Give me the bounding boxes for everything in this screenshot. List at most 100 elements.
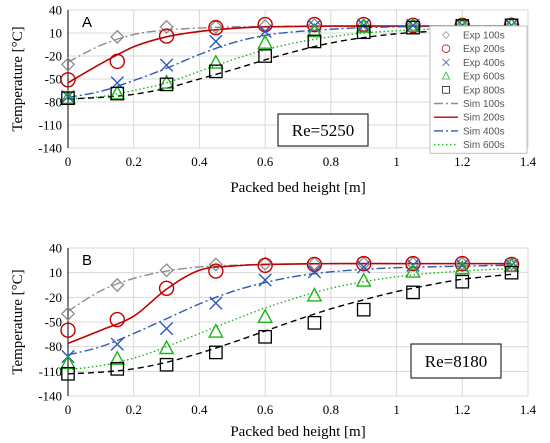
series-exp-200s: [60, 255, 520, 338]
x-tick-label: 0.6: [257, 154, 274, 169]
legend-item-exp-600s: Exp 600s: [441, 71, 505, 83]
x-tick-label: 1: [393, 402, 400, 417]
y-axis-label: Temperature [°C]: [10, 26, 26, 131]
data-point: [306, 22, 323, 38]
data-point: [109, 84, 126, 100]
legend-label: Exp 100s: [463, 31, 505, 42]
legend-item-exp-400s: Exp 400s: [442, 58, 505, 69]
legend-marker: [442, 58, 450, 67]
x-tick-label: 0.8: [323, 402, 339, 417]
data-point: [158, 74, 175, 89]
data-point: [60, 57, 76, 72]
data-point: [356, 302, 371, 317]
x-tick-label: 1.4: [520, 402, 537, 417]
data-point: [454, 255, 470, 272]
x-tick-label: 0.8: [323, 154, 339, 169]
data-point: [355, 272, 372, 287]
data-point: [110, 337, 124, 351]
y-tick-label: -20: [45, 290, 62, 305]
data-point: [208, 257, 223, 272]
panel-label: B: [82, 252, 92, 269]
series-line-sim-600s: [67, 267, 512, 371]
data-point: [405, 17, 421, 32]
gridlines: [67, 247, 529, 397]
data-point: [207, 323, 224, 338]
x-tick-label: 0.4: [191, 402, 208, 417]
legend-marker-shape: [441, 44, 451, 53]
series-line-sim-100s: [67, 25, 512, 63]
y-tick-label: 10: [49, 26, 62, 41]
legend-label: Sim 600s: [463, 140, 505, 151]
y-tick-label: -50: [45, 315, 62, 330]
x-tick-label: 0: [65, 154, 72, 169]
data-point: [109, 53, 125, 70]
data-point: [306, 16, 323, 33]
legend-marker-shape: [442, 31, 450, 39]
data-point: [60, 354, 76, 370]
reynolds-annotation: Re=5250: [292, 121, 354, 140]
legend-marker: [441, 44, 451, 53]
data-point: [61, 366, 75, 381]
data-point: [208, 19, 223, 34]
data-point: [307, 265, 322, 279]
data-point: [258, 273, 272, 287]
y-tick-label: -110: [39, 118, 62, 133]
legend-marker-shape: [442, 58, 450, 67]
y-tick-label: -140: [38, 389, 62, 404]
chart-panel-a: 0 0.2 0.4 0.6 0.8 1 1.2 1.4 40 10 -20 -50 -80 -110 -14…: [10, 3, 537, 197]
series-line-sim-100s: [67, 262, 512, 312]
x-tick-label: 1: [393, 154, 400, 169]
data-point: [504, 265, 519, 280]
data-point: [503, 257, 520, 272]
data-point: [110, 86, 125, 101]
data-point: [356, 256, 371, 271]
y-tick-label: -80: [45, 339, 62, 354]
data-point: [307, 34, 322, 49]
legend-item-exp-100s: Exp 100s: [442, 31, 505, 42]
y-axis-label: Temperature [°C]: [10, 269, 26, 374]
data-point: [110, 362, 125, 376]
y-tick-label: -140: [38, 141, 62, 156]
legend-marker-shape: [441, 71, 451, 80]
data-point: [406, 20, 420, 35]
data-point: [258, 24, 272, 39]
data-point: [356, 25, 371, 40]
panel-label: A: [82, 14, 92, 31]
legend-label: Sim 100s: [463, 99, 505, 110]
legend: Exp 100s Exp 200s Exp 400s Exp 600s Exp 800s…: [429, 25, 528, 154]
legend-label: Exp 600s: [463, 72, 505, 83]
data-point: [60, 322, 76, 338]
legend-item-sim-200s: Sim 200s: [434, 113, 505, 124]
legend-marker: [442, 31, 450, 39]
series-exp-400s: [61, 258, 519, 364]
data-point: [158, 28, 175, 44]
data-point: [60, 72, 76, 88]
series-line-sim-800s: [67, 273, 512, 375]
x-tick-label: 0.2: [126, 402, 142, 417]
x-tick-label: 1.2: [454, 154, 470, 169]
legend-item-exp-200s: Exp 200s: [441, 44, 505, 55]
data-point: [306, 287, 323, 302]
legend-label: Exp 800s: [463, 85, 505, 96]
y-tick-label: -50: [45, 72, 62, 87]
x-tick-label: 0.4: [191, 154, 208, 169]
data-point: [158, 280, 175, 296]
data-point: [208, 263, 224, 279]
data-point: [109, 311, 125, 328]
reynolds-annotation: Re=8180: [425, 352, 487, 371]
data-point: [60, 306, 76, 321]
data-point: [109, 350, 126, 365]
data-point: [208, 19, 224, 36]
data-point: [406, 285, 420, 300]
data-point: [159, 263, 174, 278]
x-tick-label: 1.2: [454, 402, 470, 417]
data-point: [207, 54, 224, 69]
data-point: [504, 258, 519, 272]
data-point: [60, 89, 76, 105]
data-point: [159, 357, 174, 372]
data-point: [209, 64, 223, 79]
series-exp-600s: [60, 257, 520, 370]
legend-frame: [429, 25, 528, 154]
y-tick-label: -80: [45, 95, 62, 110]
